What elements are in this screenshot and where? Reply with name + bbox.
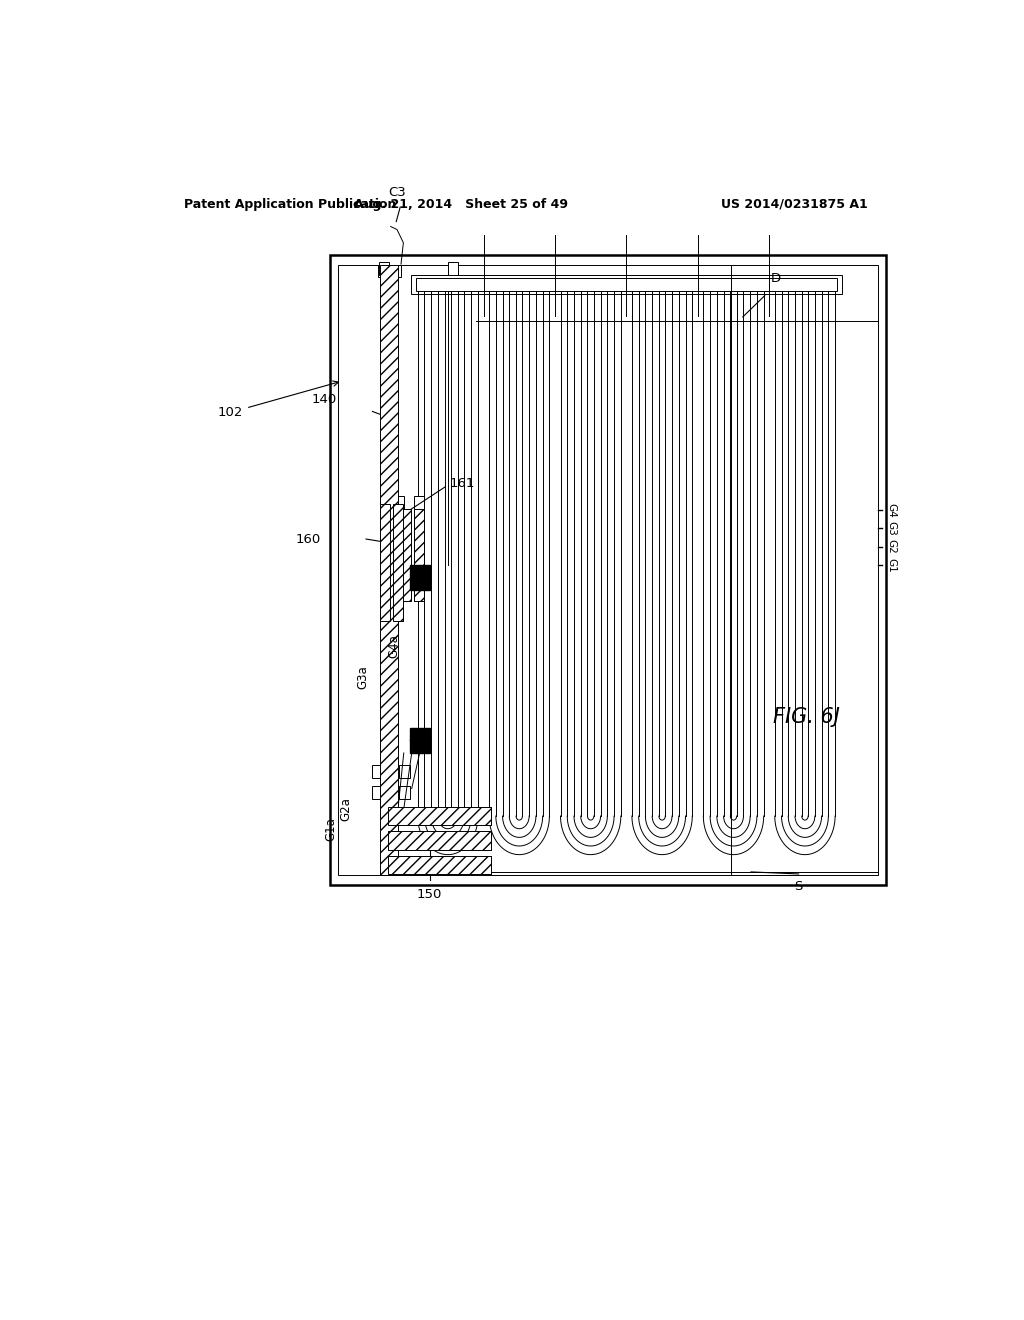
Bar — [399, 766, 410, 779]
Bar — [388, 832, 398, 850]
Bar — [482, 855, 492, 874]
Text: 102: 102 — [218, 381, 338, 418]
Bar — [378, 265, 400, 277]
Bar — [380, 504, 390, 620]
Text: G4a: G4a — [387, 635, 400, 659]
Text: FIG. 6J: FIG. 6J — [773, 708, 840, 727]
Text: G3: G3 — [886, 521, 896, 536]
Text: US 2014/0231875 A1: US 2014/0231875 A1 — [721, 198, 868, 211]
Text: 140: 140 — [311, 393, 337, 405]
Bar — [394, 569, 404, 582]
Text: 161: 161 — [450, 477, 475, 490]
Text: S: S — [795, 880, 803, 894]
Text: 160: 160 — [296, 532, 321, 545]
Bar — [414, 496, 424, 510]
Bar — [379, 263, 389, 276]
Bar — [411, 276, 842, 293]
Text: C3: C3 — [388, 186, 406, 199]
Bar — [380, 504, 390, 516]
Bar — [401, 510, 412, 601]
Bar — [331, 255, 886, 886]
Bar — [338, 265, 878, 875]
Bar — [415, 510, 424, 601]
Text: Patent Application Publication: Patent Application Publication — [183, 198, 396, 211]
Bar — [393, 609, 402, 620]
Bar — [393, 504, 402, 620]
Bar — [401, 510, 412, 521]
Text: G3a: G3a — [356, 665, 370, 689]
Bar — [415, 589, 424, 601]
Text: G1: G1 — [886, 557, 896, 573]
Bar — [388, 807, 398, 825]
Text: G2a: G2a — [339, 797, 352, 821]
Bar — [388, 832, 492, 850]
Text: G4: G4 — [886, 503, 896, 517]
Bar — [373, 766, 383, 779]
Text: G2: G2 — [886, 540, 896, 554]
Text: D: D — [771, 272, 781, 285]
Bar — [447, 263, 458, 276]
Bar — [380, 609, 390, 620]
Bar — [394, 541, 404, 554]
Bar — [388, 855, 398, 874]
Bar — [380, 265, 397, 875]
Bar — [416, 279, 837, 290]
Bar — [393, 504, 402, 516]
Text: Aug. 21, 2014   Sheet 25 of 49: Aug. 21, 2014 Sheet 25 of 49 — [354, 198, 568, 211]
Bar — [410, 727, 430, 752]
Text: G1a: G1a — [325, 817, 338, 841]
Bar — [394, 496, 404, 510]
Bar — [401, 589, 412, 601]
Bar — [482, 807, 492, 825]
Bar — [388, 855, 492, 874]
Bar — [394, 516, 404, 529]
Bar — [414, 516, 424, 529]
Bar — [415, 510, 424, 521]
Text: 150: 150 — [417, 888, 442, 902]
Bar — [482, 832, 492, 850]
Bar — [410, 565, 430, 590]
Bar — [399, 785, 410, 799]
Bar — [373, 785, 383, 799]
Bar — [388, 807, 492, 825]
